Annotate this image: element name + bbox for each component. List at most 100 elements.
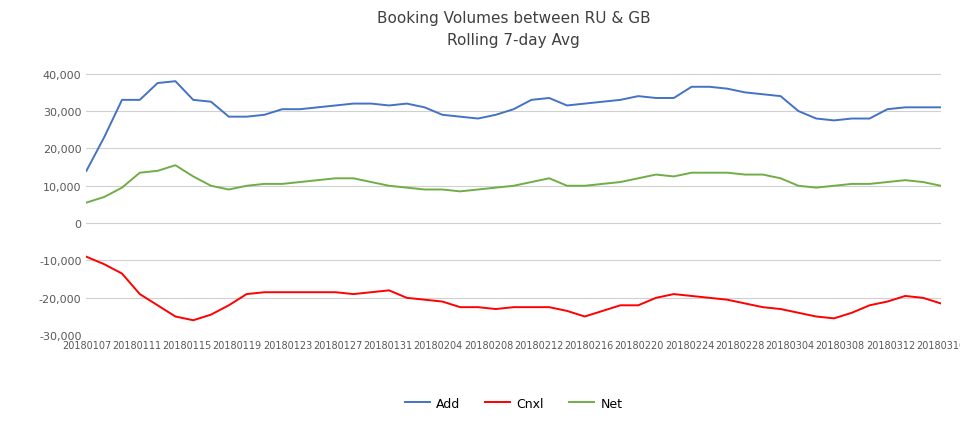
Cnxl: [419, 298, 430, 303]
Cnxl: [258, 290, 270, 295]
Cnxl: [864, 303, 876, 308]
Cnxl: [562, 309, 573, 314]
Add: [490, 113, 501, 118]
Add: [650, 96, 661, 101]
Cnxl: [900, 294, 911, 299]
Cnxl: [330, 290, 342, 295]
Add: [294, 108, 305, 113]
Cnxl: [454, 305, 466, 310]
Net: [312, 178, 324, 183]
Net: [419, 187, 430, 193]
Cnxl: [722, 298, 733, 303]
Cnxl: [81, 255, 92, 260]
Add: [170, 80, 181, 85]
Net: [276, 182, 288, 187]
Add: [383, 104, 395, 109]
Cnxl: [881, 299, 893, 304]
Add: [205, 100, 217, 105]
Add: [366, 102, 377, 107]
Add: [152, 81, 163, 86]
Net: [526, 180, 538, 185]
Net: [543, 176, 555, 181]
Cnxl: [187, 318, 199, 323]
Cnxl: [685, 294, 697, 299]
Line: Add: Add: [86, 82, 941, 172]
Add: [614, 98, 626, 103]
Cnxl: [401, 295, 413, 301]
Net: [454, 189, 466, 194]
Net: [508, 184, 519, 189]
Cnxl: [472, 305, 484, 310]
Cnxl: [917, 295, 928, 301]
Add: [348, 102, 359, 107]
Add: [846, 117, 857, 122]
Add: [81, 169, 92, 174]
Add: [793, 109, 804, 114]
Add: [579, 102, 590, 107]
Net: [152, 169, 163, 174]
Cnxl: [810, 314, 822, 319]
Net: [935, 184, 947, 189]
Cnxl: [276, 290, 288, 295]
Add: [775, 94, 786, 99]
Cnxl: [223, 303, 234, 308]
Cnxl: [294, 290, 305, 295]
Net: [685, 171, 697, 176]
Net: [562, 184, 573, 189]
Net: [810, 186, 822, 191]
Net: [846, 182, 857, 187]
Add: [116, 98, 128, 103]
Net: [187, 175, 199, 180]
Cnxl: [526, 305, 538, 310]
Cnxl: [116, 271, 128, 276]
Add: [543, 96, 555, 101]
Cnxl: [383, 288, 395, 293]
Net: [223, 187, 234, 193]
Net: [722, 171, 733, 176]
Net: [579, 184, 590, 189]
Add: [757, 92, 769, 98]
Net: [170, 163, 181, 169]
Net: [668, 175, 680, 180]
Add: [330, 104, 342, 109]
Cnxl: [597, 309, 609, 314]
Cnxl: [312, 290, 324, 295]
Net: [900, 178, 911, 183]
Cnxl: [490, 307, 501, 312]
Cnxl: [170, 314, 181, 319]
Net: [348, 176, 359, 181]
Legend: Add, Cnxl, Net: Add, Cnxl, Net: [400, 392, 627, 415]
Cnxl: [437, 299, 448, 304]
Cnxl: [543, 305, 555, 310]
Add: [864, 117, 876, 122]
Cnxl: [205, 312, 217, 317]
Net: [437, 187, 448, 193]
Add: [401, 102, 413, 107]
Add: [526, 98, 538, 103]
Add: [472, 117, 484, 122]
Net: [401, 186, 413, 191]
Add: [134, 98, 146, 103]
Title: Booking Volumes between RU & GB
Rolling 7-day Avg: Booking Volumes between RU & GB Rolling …: [376, 11, 651, 48]
Cnxl: [775, 307, 786, 312]
Add: [685, 85, 697, 90]
Cnxl: [650, 295, 661, 301]
Add: [722, 87, 733, 92]
Net: [472, 187, 484, 193]
Add: [258, 113, 270, 118]
Net: [490, 186, 501, 191]
Cnxl: [935, 301, 947, 306]
Net: [258, 182, 270, 187]
Cnxl: [99, 262, 110, 267]
Add: [633, 94, 644, 99]
Add: [704, 85, 715, 90]
Add: [99, 135, 110, 141]
Add: [810, 117, 822, 122]
Net: [99, 195, 110, 200]
Net: [864, 182, 876, 187]
Cnxl: [793, 310, 804, 316]
Add: [419, 105, 430, 111]
Cnxl: [508, 305, 519, 310]
Add: [312, 105, 324, 111]
Cnxl: [668, 292, 680, 297]
